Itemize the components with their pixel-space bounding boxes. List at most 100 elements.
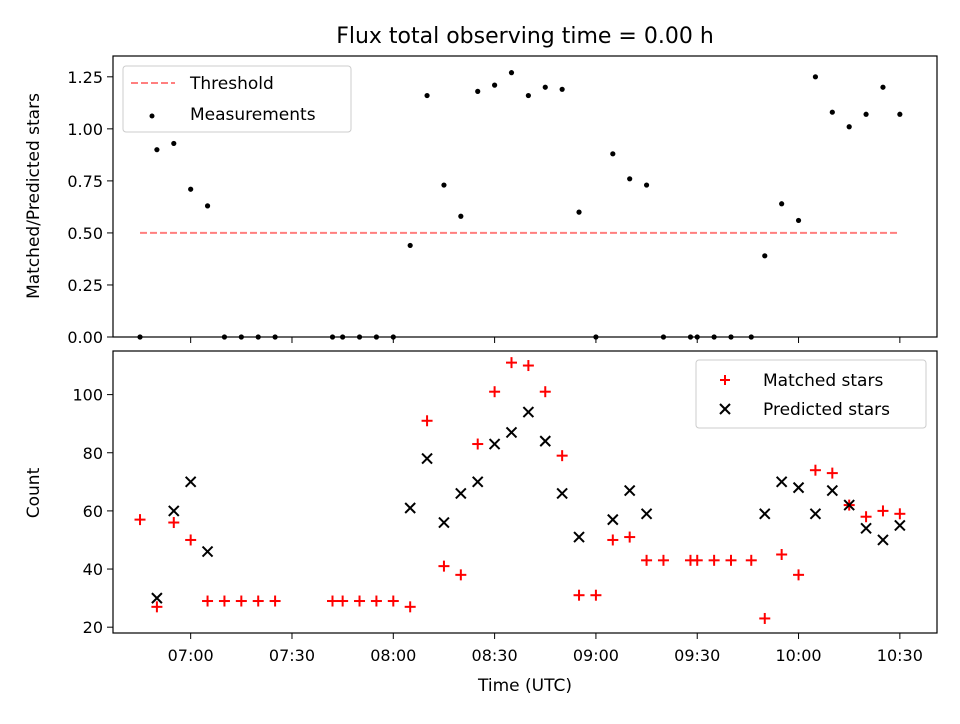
top-y-tick-label: 0.50 — [67, 224, 103, 243]
measurement-point — [525, 92, 531, 99]
measurement-point — [441, 182, 447, 188]
predicted-stars-point — [860, 522, 872, 535]
predicted-stars-point — [826, 484, 839, 497]
matched-stars-point — [776, 549, 788, 561]
matched-stars-point — [624, 531, 636, 543]
matched-stars-point — [327, 595, 339, 607]
predicted-stars-point — [539, 435, 551, 447]
predicted-stars-point — [775, 476, 788, 488]
top-y-tick-label: 0.00 — [67, 328, 103, 347]
predicted-stars-point — [472, 476, 484, 488]
predicted-stars-point — [421, 452, 433, 465]
measurement-point — [171, 140, 177, 147]
measurement-point — [762, 253, 768, 259]
bottom-y-tick-label: 100 — [72, 386, 103, 405]
matched-stars-point — [438, 560, 450, 572]
measurement-point — [154, 147, 160, 153]
x-tick-label: 08:00 — [370, 646, 416, 665]
x-tick-label: 09:00 — [573, 646, 619, 665]
predicted-stars-point — [843, 499, 855, 511]
matched-stars-point — [134, 514, 146, 526]
matched-stars-point — [708, 554, 720, 566]
matched-stars-point — [168, 517, 180, 529]
predicted-stars-point — [455, 487, 467, 500]
matched-stars-point — [759, 612, 771, 624]
bottom-legend: Matched stars Predicted stars — [695, 359, 927, 429]
predicted-stars-point — [573, 531, 585, 543]
measurement-point — [880, 84, 886, 90]
measurement-point — [829, 109, 835, 115]
predicted-stars-point — [792, 481, 805, 494]
top-y-tick-label: 0.25 — [67, 276, 103, 295]
matched-stars-point — [421, 415, 433, 427]
x-tick-label: 09:30 — [674, 646, 720, 665]
top-y-tick-label: 0.75 — [67, 172, 103, 191]
measurement-point — [627, 176, 633, 182]
matched-stars-point — [691, 554, 703, 566]
predicted-legend-label: Predicted stars — [763, 400, 890, 420]
bottom-plot-area: 20 40 60 80 100 07:00 07:30 08:00 08:30 09:00 09:3… — [72, 350, 938, 665]
predicted-stars-point — [894, 519, 906, 532]
matched-stars-point — [826, 467, 838, 479]
matched-stars-point — [607, 534, 619, 546]
matched-stars-point — [218, 595, 230, 607]
measurement-point — [204, 203, 211, 209]
bottom-y-tick-label: 20 — [83, 618, 103, 637]
predicted-stars-point — [640, 508, 653, 520]
matched-stars-point — [202, 595, 214, 607]
threshold-legend-label: Threshold — [189, 74, 274, 94]
predicted-stars-point — [184, 476, 197, 488]
matched-stars-point — [337, 595, 349, 607]
x-tick-label: 07:00 — [168, 646, 214, 665]
measurement-point — [542, 84, 548, 90]
matched-stars-point — [185, 534, 197, 546]
measurement-point — [897, 111, 903, 117]
matched-stars-point — [809, 464, 821, 476]
matched-stars-point — [151, 601, 163, 613]
measurement-point — [610, 151, 616, 157]
predicted-stars-point — [759, 508, 771, 520]
predicted-stars-point — [438, 516, 450, 529]
matched-stars-point — [235, 595, 247, 607]
measurement-point — [458, 213, 464, 219]
predicted-stars-point — [607, 513, 619, 526]
matched-stars-point — [354, 595, 366, 607]
predicted-stars-point — [623, 484, 636, 497]
measurement-point — [475, 88, 481, 94]
predicted-stars-point — [201, 545, 214, 558]
measurement-point — [188, 186, 194, 192]
predicted-stars-point — [522, 406, 535, 418]
matched-legend-marker — [720, 375, 730, 385]
bottom-y-tick-label: 80 — [83, 444, 103, 463]
matched-stars-point — [269, 595, 281, 607]
top-plot-area: 0.00 0.25 0.50 0.75 1.00 1.25 — [67, 55, 938, 347]
measurement-point — [492, 82, 498, 88]
matched-stars-point — [793, 569, 805, 581]
top-y-axis-label: Matched/Predicted stars — [24, 93, 44, 299]
measurement-point — [576, 209, 582, 215]
x-tick-label: 10:00 — [775, 646, 821, 665]
measurement-point — [424, 92, 430, 99]
top-y-tick-label: 1.25 — [67, 68, 103, 87]
matched-stars-point — [539, 386, 551, 398]
figure-title: Flux total observing time = 0.00 h — [336, 24, 714, 49]
matched-stars-point — [894, 508, 906, 520]
matched-stars-point — [641, 554, 653, 566]
measurements-legend-label: Measurements — [190, 105, 316, 125]
matched-stars-point — [522, 360, 534, 372]
bottom-y-axis-label: Count — [24, 467, 44, 518]
measurement-point — [846, 124, 852, 130]
matched-stars-point — [252, 595, 264, 607]
predicted-stars-point — [488, 438, 501, 450]
measurement-point — [508, 70, 515, 76]
predicted-legend-marker — [719, 403, 731, 415]
matched-stars-point — [370, 595, 382, 607]
measurement-point — [812, 74, 819, 80]
top-axes-frame — [112, 55, 938, 338]
top-legend: Threshold Measurements — [122, 65, 352, 133]
x-axis-label: Time (UTC) — [477, 676, 572, 696]
bottom-y-tick-label: 40 — [83, 560, 103, 579]
predicted-stars-point — [404, 502, 416, 514]
bottom-y-tick-label: 60 — [83, 502, 103, 521]
